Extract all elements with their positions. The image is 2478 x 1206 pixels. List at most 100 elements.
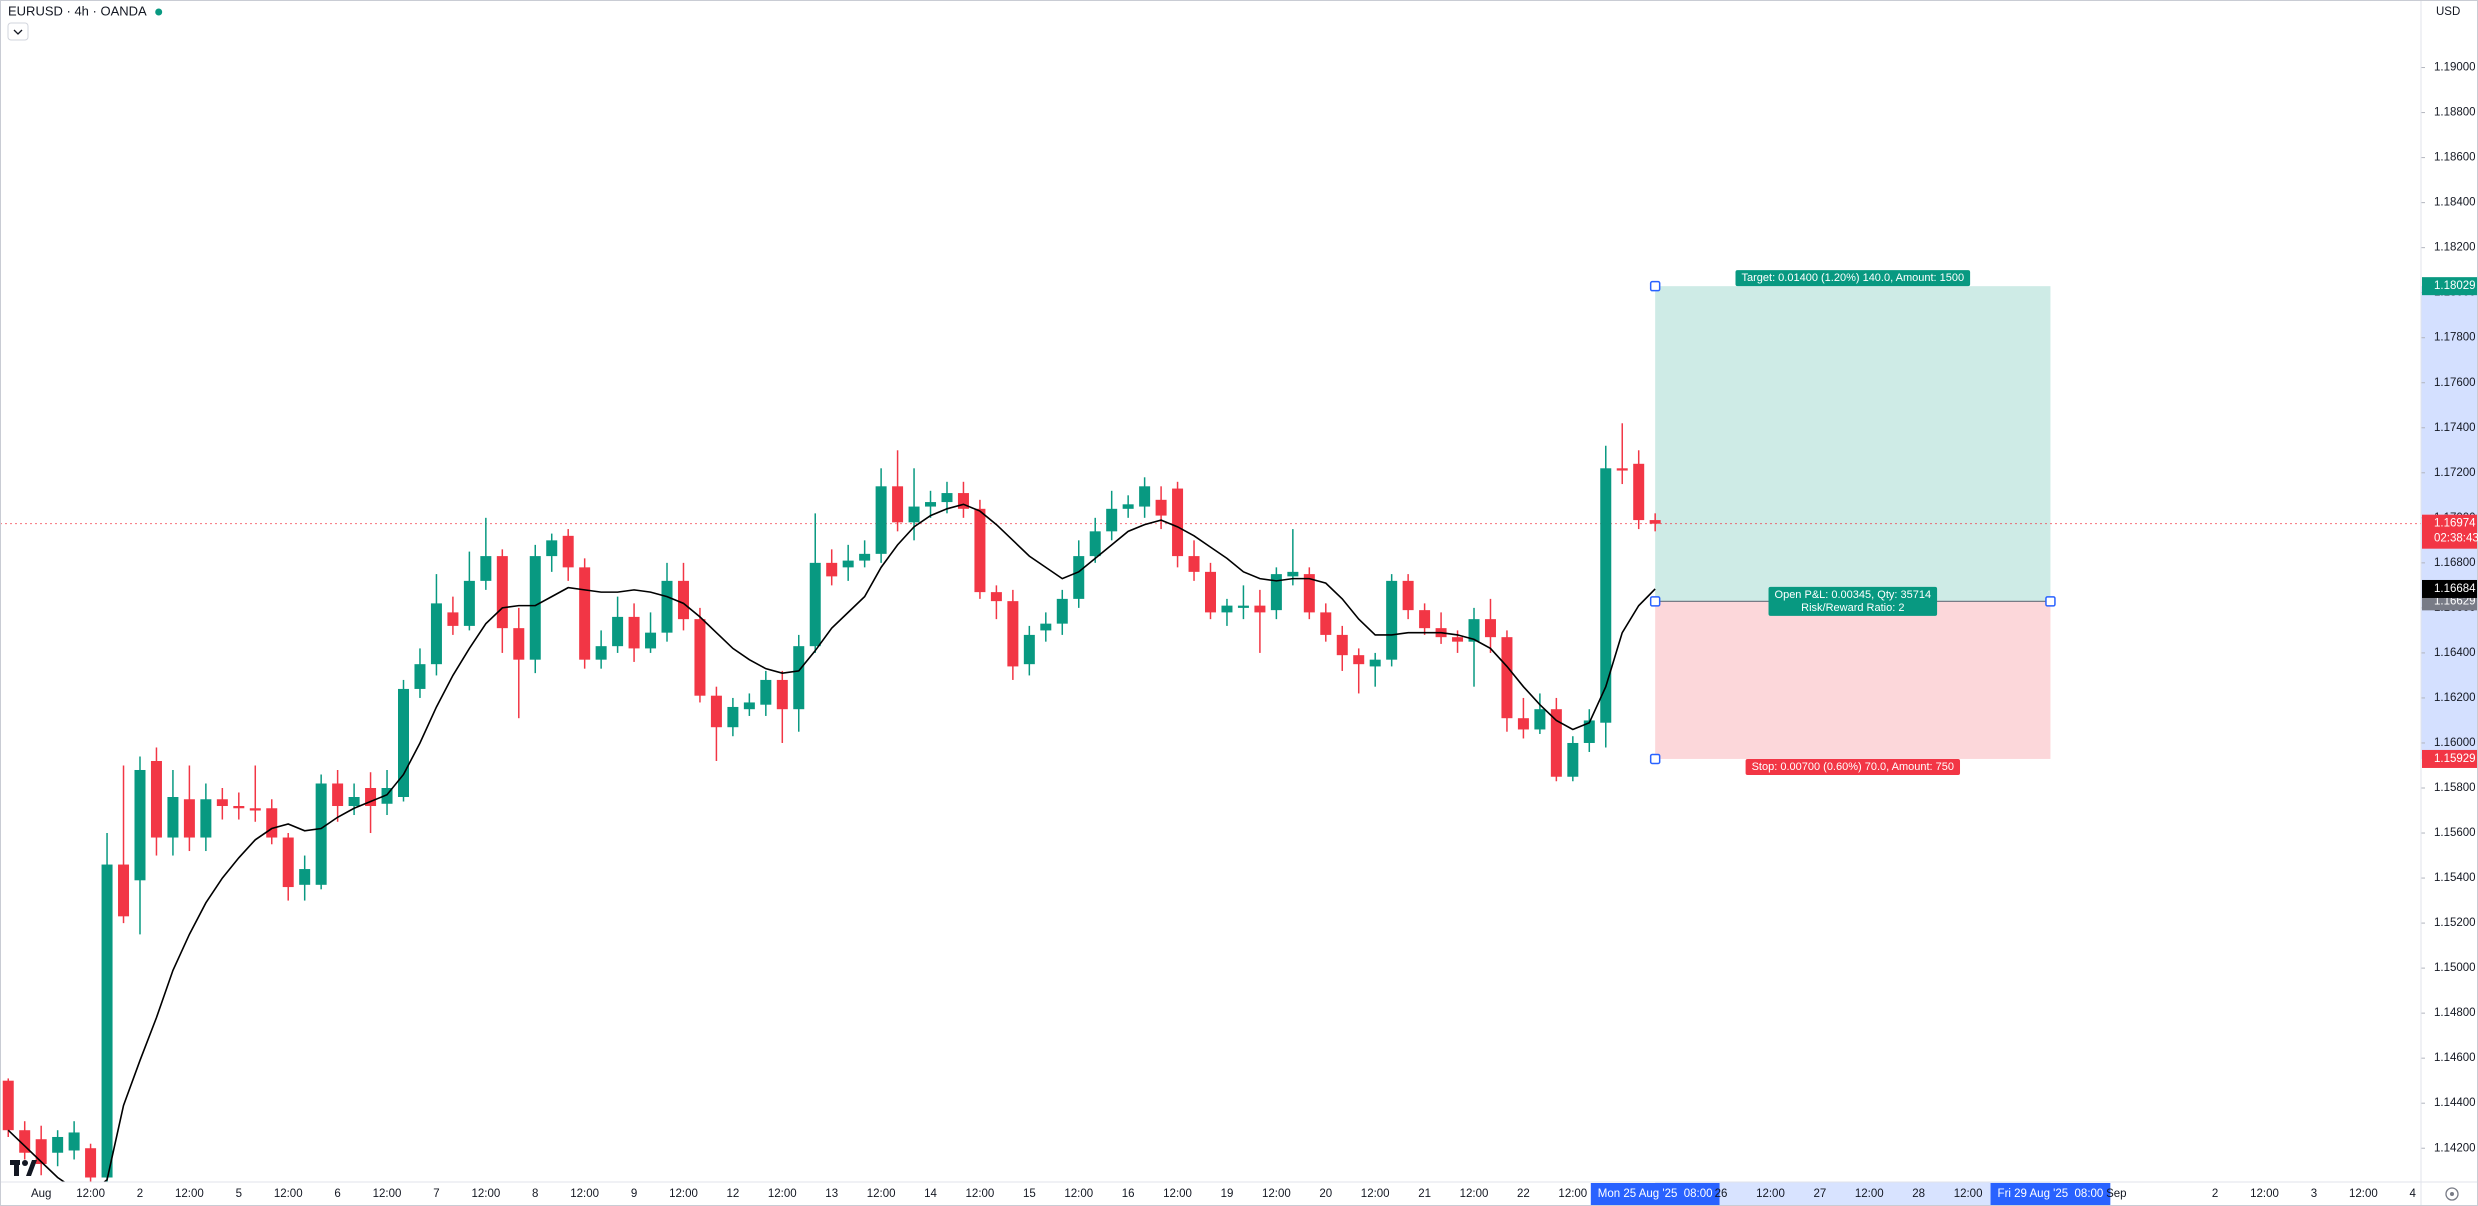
- candle-body: [1106, 508, 1118, 532]
- candle-body: [2, 1080, 14, 1131]
- candle-body: [595, 646, 607, 660]
- position-label: Open P&L: 0.00345, Qty: 35714: [1775, 589, 1932, 601]
- candle-body: [414, 664, 426, 689]
- x-tick-label: 12:00: [2349, 1188, 2378, 1200]
- position-handle[interactable]: [1649, 753, 1661, 765]
- countdown-label: 02:38:43: [2434, 533, 2478, 545]
- position-label-box: [1745, 758, 1961, 775]
- candle-body: [579, 567, 591, 660]
- dropdown-box[interactable]: [7, 22, 29, 41]
- candle-body: [348, 797, 360, 807]
- settings-icon[interactable]: [2445, 1187, 2459, 1201]
- candle-body: [612, 616, 624, 647]
- candle-body: [1583, 720, 1595, 743]
- y-tick-label: 1.17800: [2434, 332, 2476, 344]
- position-handle[interactable]: [2045, 596, 2056, 607]
- y-tick-label: 1.18200: [2434, 242, 2476, 254]
- candle-body: [315, 783, 327, 885]
- logo-part: [22, 1160, 28, 1166]
- candle-body: [1353, 655, 1365, 665]
- candle-body: [1484, 619, 1496, 638]
- x-tick-label: 2: [137, 1188, 143, 1200]
- x-tick-label: 12:00: [373, 1188, 402, 1200]
- x-tick-label: 12:00: [1558, 1188, 1587, 1200]
- settings-ring[interactable]: [2445, 1187, 2459, 1201]
- price-tag-label: 1.16974: [2434, 518, 2476, 530]
- x-tick-label: 21: [1418, 1188, 1431, 1200]
- candle-body: [760, 679, 772, 705]
- x-tick-label: 4: [2410, 1188, 2417, 1200]
- y-tick-label: 1.17400: [2434, 422, 2476, 434]
- candle-body: [892, 486, 904, 523]
- position-handle[interactable]: [1649, 596, 1661, 607]
- x-tick-label: 12:00: [768, 1188, 797, 1200]
- candle-body: [134, 769, 146, 881]
- candle-body: [957, 493, 969, 509]
- y-tick-label: 1.16400: [2434, 647, 2476, 659]
- price-tag: [2422, 277, 2477, 296]
- x-tick-label: 12:00: [1756, 1188, 1785, 1200]
- x-tick-label: 12:00: [1954, 1188, 1983, 1200]
- y-tick-label: 1.16200: [2434, 692, 2476, 704]
- y-tick-label: 1.14400: [2434, 1097, 2476, 1109]
- candle-body: [859, 553, 871, 561]
- candle-body: [216, 799, 228, 807]
- candle-body: [661, 580, 673, 633]
- candle-body: [1237, 605, 1249, 608]
- candle-body: [282, 837, 294, 888]
- x-tick-label: 12:00: [471, 1188, 500, 1200]
- candle-body: [1122, 504, 1134, 509]
- candle-body: [19, 1130, 31, 1153]
- symbol-title: EURUSD · 4h · OANDA: [8, 3, 147, 18]
- candle-body: [266, 808, 278, 838]
- candle-body: [1040, 623, 1052, 631]
- candle-body: [1320, 612, 1332, 635]
- y-tick-label: 1.14800: [2434, 1007, 2476, 1019]
- x-highlight-box: [1590, 1183, 1720, 1205]
- dropdown-chevron: [13, 29, 23, 35]
- position-label-box: [1735, 270, 1971, 287]
- x-tick-label: 12:00: [175, 1188, 204, 1200]
- stop-zone: [1655, 601, 2051, 759]
- candle-body: [85, 1148, 97, 1178]
- x-tick-label: 22: [1517, 1188, 1530, 1200]
- candle-body: [710, 695, 722, 728]
- candle-body: [941, 493, 953, 503]
- candle-body: [1649, 520, 1661, 524]
- y-tick-label: 1.19000: [2434, 62, 2476, 74]
- dropdown-button[interactable]: [7, 22, 29, 41]
- candle-body: [1172, 488, 1184, 557]
- y-tick-label: 1.15600: [2434, 827, 2476, 839]
- candle-body: [1056, 598, 1068, 624]
- y-tick-label: 1.15400: [2434, 872, 2476, 884]
- moving-average-line: [7, 503, 1656, 1182]
- candle-body: [1007, 601, 1019, 667]
- candle-body: [249, 808, 261, 811]
- price-tag: [2422, 579, 2477, 598]
- x-tick-label: 15: [1023, 1188, 1036, 1200]
- candle-body: [793, 646, 805, 710]
- candle-body: [1073, 556, 1085, 599]
- candle-body: [1550, 709, 1562, 777]
- candle-body: [233, 806, 245, 809]
- candle-body: [1270, 574, 1282, 611]
- x-tick-label: 12:00: [1855, 1188, 1884, 1200]
- candle-body: [1139, 486, 1151, 507]
- candle-body: [677, 580, 689, 620]
- y-tick-label: 1.17600: [2434, 377, 2476, 389]
- x-tick-label: 12:00: [966, 1188, 995, 1200]
- x-tick-label: 14: [924, 1188, 937, 1200]
- candle-body: [1303, 574, 1315, 613]
- position-handle[interactable]: [1649, 280, 1661, 292]
- candle-body: [332, 783, 344, 807]
- y-tick-label: 1.15800: [2434, 782, 2476, 794]
- candle-body: [1023, 634, 1035, 665]
- candle-body: [1616, 468, 1628, 471]
- candle-body: [908, 506, 920, 523]
- candle-body: [447, 612, 459, 626]
- x-tick-label: 13: [825, 1188, 838, 1200]
- x-tick-label: 12:00: [1361, 1188, 1390, 1200]
- x-tick-label: Mon 25 Aug '25 08:00: [1598, 1188, 1713, 1200]
